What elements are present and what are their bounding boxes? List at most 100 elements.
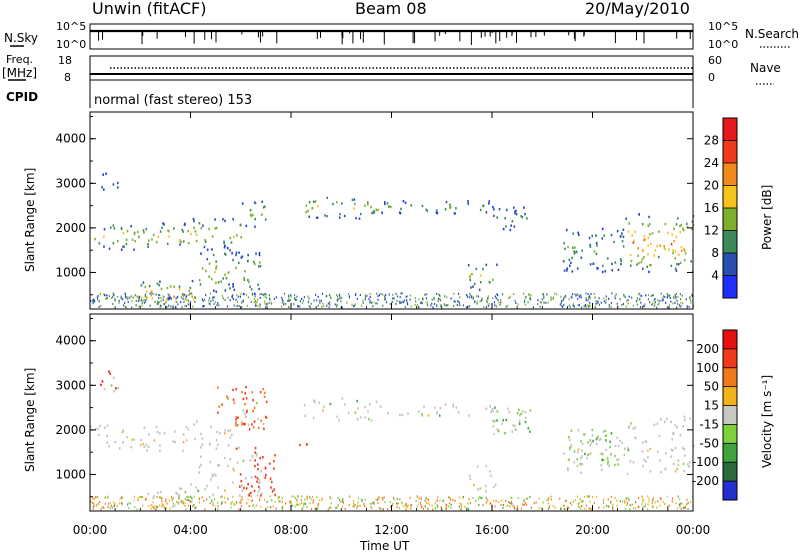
power-near-range-cell [514, 299, 516, 302]
power-near-range-cell [335, 293, 338, 296]
velocity-cell [629, 459, 632, 463]
power-near-range-cell [617, 305, 619, 308]
power-near-range-cell [114, 299, 116, 302]
velocity-near-range-cell [678, 503, 680, 506]
velocity-near-range-cell [502, 503, 504, 506]
velocity-near-range-cell [139, 495, 141, 498]
power-near-range-cell [97, 294, 99, 297]
power-near-range-cell [508, 296, 510, 299]
velocity-near-range-cell [459, 502, 461, 505]
velocity-near-range-cell [564, 500, 566, 503]
velocity-near-range-cell [511, 503, 513, 506]
velocity-near-range-cell [348, 495, 351, 498]
velocity-cell [570, 445, 572, 448]
velocity-cell [602, 453, 604, 456]
velocity-near-range-cell [525, 497, 528, 500]
power-cell [343, 214, 346, 218]
velocity-near-range-cell [581, 504, 583, 507]
cpid-text: normal (fast stereo) 153 [94, 93, 252, 108]
velocity-near-range-cell [198, 501, 201, 504]
power-near-range-cell [670, 300, 672, 303]
power-cell [188, 289, 191, 293]
power-near-range-cell [446, 304, 448, 307]
power-cell [222, 277, 225, 280]
power-cell [223, 241, 225, 245]
power-cell [521, 215, 524, 219]
power-near-range-cell [301, 297, 303, 300]
velocity-near-range-cell [150, 507, 152, 510]
power-near-range-cell [517, 303, 519, 306]
velocity-near-range-cell [382, 508, 384, 511]
velocity-near-range-cell [159, 504, 161, 507]
velocity-near-range-cell [224, 496, 226, 499]
power-cell [159, 304, 162, 308]
power-near-range-cell [577, 304, 579, 307]
power-cell [386, 202, 389, 205]
power-near-range-cell [339, 295, 341, 298]
velocity-near-range-cell [679, 505, 681, 508]
velocity-cell [627, 448, 630, 452]
power-cell [214, 270, 216, 274]
power-cell [229, 236, 232, 240]
power-cell [400, 207, 402, 211]
colorbar-segment [723, 481, 737, 501]
velocity-cell [232, 467, 234, 470]
velocity-cell [527, 426, 530, 430]
velocity-cell [244, 422, 246, 426]
velocity-near-range-cell [129, 502, 132, 505]
power-near-range-cell [403, 299, 406, 302]
velocity-near-range-cell [281, 497, 283, 500]
colorbar-segment [723, 443, 737, 463]
velocity-cell [239, 485, 241, 488]
date-title: 20/May/2010 [585, 0, 690, 18]
velocity-cell [570, 444, 573, 447]
power-near-range-cell [623, 294, 625, 297]
velocity-near-range-cell [348, 504, 350, 507]
power-near-range-cell [339, 297, 341, 300]
velocity-near-range-cell [480, 497, 482, 500]
power-near-range-cell [159, 294, 161, 297]
velocity-near-range-cell [221, 501, 223, 504]
velocity-cell [244, 415, 247, 419]
velocity-cell [251, 485, 253, 488]
velocity-cell [240, 479, 243, 483]
velocity-cell [677, 463, 680, 466]
power-near-range-cell [369, 296, 371, 299]
power-near-range-cell [658, 302, 660, 305]
velocity-cell [232, 388, 234, 392]
power-near-range-cell [364, 298, 366, 301]
velocity-near-range-cell [452, 498, 454, 501]
velocity-cell [623, 447, 626, 450]
velocity-cell [568, 438, 571, 442]
velocity-cell [354, 411, 357, 414]
colorbar-segment [723, 405, 737, 425]
power-near-range-cell [295, 298, 297, 301]
velocity-cell [407, 412, 409, 415]
power-near-range-cell [217, 301, 219, 304]
velocity-near-range-cell [330, 497, 332, 500]
velocity-near-range-cell [188, 496, 190, 499]
power-cell [675, 269, 678, 272]
power-near-range-cell [224, 298, 226, 301]
power-near-range-cell [263, 293, 265, 296]
power-near-range-cell [421, 302, 423, 305]
power-cell [479, 208, 482, 212]
power-near-range-cell [669, 297, 671, 300]
power-near-range-cell [262, 294, 264, 297]
velocity-near-range-cell [113, 501, 115, 504]
velocity-near-range-cell [591, 496, 594, 499]
velocity-cell [260, 492, 263, 495]
power-cell [610, 233, 613, 237]
velocity-cell [674, 446, 677, 450]
power-near-range-cell [597, 301, 599, 304]
velocity-near-range-cell [405, 508, 407, 511]
power-near-range-cell [388, 293, 390, 296]
power-near-range-cell [454, 300, 456, 303]
power-cell [227, 271, 230, 274]
velocity-near-range-cell [274, 500, 276, 503]
power-cell [601, 270, 604, 274]
power-cell [667, 248, 670, 251]
velocity-cell [224, 489, 226, 492]
